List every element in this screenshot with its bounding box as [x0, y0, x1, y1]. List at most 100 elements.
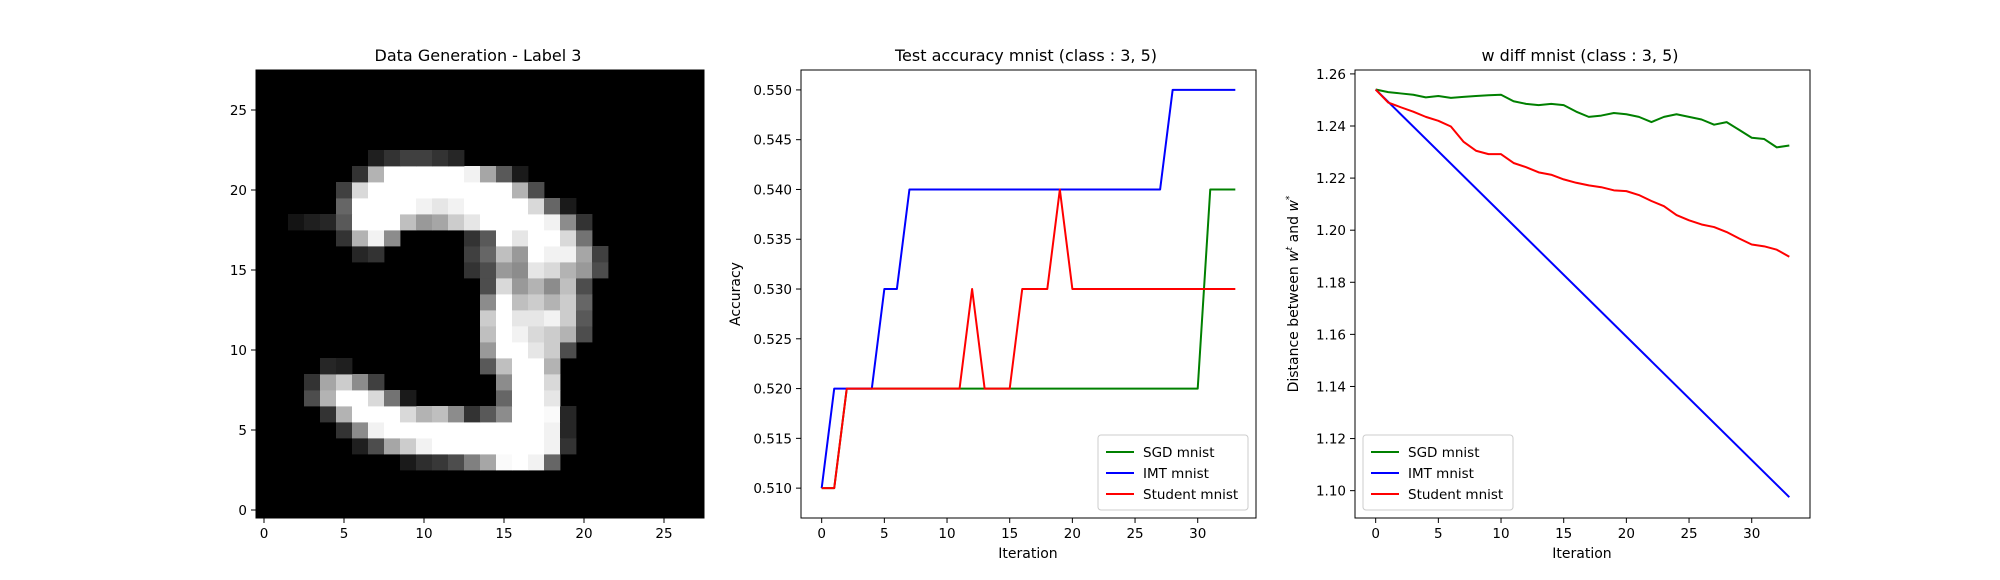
image-pixel-r9-c18 [544, 374, 561, 391]
image-pixel-r22-c13 [464, 166, 481, 183]
image-pixel-r17-c20 [576, 246, 593, 263]
image-pixel-r6-c8 [384, 422, 401, 439]
image-pixel-r5-c10 [416, 438, 433, 455]
image-pixel-r20-c12 [448, 198, 465, 215]
series-line-imt-mnist [1374, 88, 1791, 498]
image-pixel-r10-c15 [496, 358, 513, 375]
panel1-title: Data Generation - Label 3 [375, 46, 582, 65]
image-pixel-r5-c13 [464, 438, 481, 455]
image-pixel-r23-c10 [416, 150, 433, 167]
image-pixel-r10-c17 [528, 358, 545, 375]
series-line-student-mnist [1374, 88, 1790, 258]
legend-label: SGD mnist [1408, 445, 1480, 461]
y-tick-label: 10 [230, 343, 247, 359]
image-pixel-r4-c13 [464, 454, 481, 471]
x-tick-label: 0 [817, 526, 826, 542]
image-pixel-r21-c9 [400, 182, 417, 199]
panel2-y-ticks: 0.510 0.515 0.520 0.525 0.530 0.535 0.540 0.545… [753, 83, 801, 497]
image-pixel-r6-c17 [528, 422, 545, 439]
x-tick-label: 25 [1680, 526, 1697, 542]
image-pixel-r15-c18 [544, 278, 561, 295]
y-tick-label: 0.520 [753, 382, 792, 398]
y-tick-label: 1.12 [1316, 432, 1346, 448]
image-pixel-r22-c15 [496, 166, 513, 183]
y-tick-label: 0.510 [753, 481, 792, 497]
image-pixel-r9-c5 [336, 374, 353, 391]
image-pixel-r18-c8 [384, 230, 401, 247]
panel2-x-label: Iteration [998, 546, 1057, 562]
image-pixel-r11-c19 [560, 342, 577, 359]
image-pixel-r4-c14 [480, 454, 497, 471]
x-tick-label: 25 [655, 526, 672, 542]
image-pixel-r18-c20 [576, 230, 593, 247]
image-pixel-r8-c18 [544, 390, 561, 407]
image-pixel-r19-c18 [544, 214, 561, 231]
image-pixel-r7-c8 [384, 406, 401, 423]
image-pixel-r16-c17 [528, 262, 545, 279]
panel2-series-lines [820, 88, 1236, 490]
image-pixel-r7-c15 [496, 406, 513, 423]
image-pixel-r9-c16 [512, 374, 529, 391]
image-pixel-r15-c15 [496, 278, 513, 295]
image-pixel-r5-c16 [512, 438, 529, 455]
image-pixel-r9-c17 [528, 374, 545, 391]
image-pixel-r19-c8 [384, 214, 401, 231]
image-pixel-r7-c4 [320, 406, 337, 423]
panel2-legend: SGD mnist IMT mnist Student mnist [1097, 434, 1249, 511]
image-pixel-r8-c3 [304, 390, 321, 407]
image-pixel-r19-c20 [576, 214, 593, 231]
legend-label: Student mnist [1408, 487, 1503, 503]
image-pixel-r20-c18 [544, 198, 561, 215]
image-pixel-r19-c11 [432, 214, 449, 231]
image-pixel-r6-c11 [432, 422, 449, 439]
image-pixel-r23-c9 [400, 150, 417, 167]
image-pixel-r10-c5 [336, 358, 353, 375]
image-pixel-r21-c14 [480, 182, 497, 199]
y-tick-label: 1.22 [1316, 171, 1346, 187]
image-pixel-r14-c20 [576, 294, 593, 311]
image-pixel-r19-c3 [304, 214, 321, 231]
x-tick-label: 10 [1492, 526, 1509, 542]
image-pixel-r18-c5 [336, 230, 353, 247]
image-pixel-r20-c6 [352, 198, 369, 215]
image-pixel-r17-c7 [368, 246, 385, 263]
image-pixel-r20-c9 [400, 198, 417, 215]
y-tick-label: 0.540 [753, 182, 792, 198]
image-pixel-r12-c14 [480, 326, 497, 343]
image-pixel-r5-c15 [496, 438, 513, 455]
image-pixel-r19-c10 [416, 214, 433, 231]
image-pixel-r10-c16 [512, 358, 529, 375]
y-tick-label: 0.535 [753, 232, 792, 248]
legend-label: Student mnist [1143, 487, 1238, 503]
image-pixel-r7-c6 [352, 406, 369, 423]
image-pixel-r21-c7 [368, 182, 385, 199]
image-pixel-r13-c18 [544, 310, 561, 327]
panel3-legend: SGD mnist IMT mnist Student mnist [1362, 434, 1514, 511]
image-pixel-r17-c6 [352, 246, 369, 263]
image-pixel-r4-c18 [544, 454, 561, 471]
image-pixel-r4-c16 [512, 454, 529, 471]
image-pixel-r17-c14 [480, 246, 497, 263]
image-pixel-r23-c7 [368, 150, 385, 167]
image-pixel-r20-c17 [528, 198, 545, 215]
image-pixel-r7-c7 [368, 406, 385, 423]
panel2-frame [800, 69, 1257, 519]
x-tick-label: 30 [1189, 526, 1206, 542]
image-pixel-r12-c18 [544, 326, 561, 343]
image-pixel-r4-c12 [448, 454, 465, 471]
y-tick-label: 0 [238, 503, 247, 519]
x-tick-label: 20 [1618, 526, 1635, 542]
image-pixel-r4-c11 [432, 454, 449, 471]
image-pixel-r7-c5 [336, 406, 353, 423]
y-tick-label: 1.26 [1316, 67, 1346, 83]
panel3-x-ticks: 0 5 10 15 20 25 30 [1371, 518, 1760, 542]
image-pixel-r16-c13 [464, 262, 481, 279]
y-tick-label: 0.530 [753, 282, 792, 298]
image-pixel-r20-c16 [512, 198, 529, 215]
image-pixel-r8-c4 [320, 390, 337, 407]
image-pixel-r23-c8 [384, 150, 401, 167]
panel-w-diff: w diff mnist (class : 3, 5) 1.10 1.12 1.14… [1285, 46, 1811, 562]
image-pixel-r11-c17 [528, 342, 545, 359]
image-pixel-r21-c6 [352, 182, 369, 199]
